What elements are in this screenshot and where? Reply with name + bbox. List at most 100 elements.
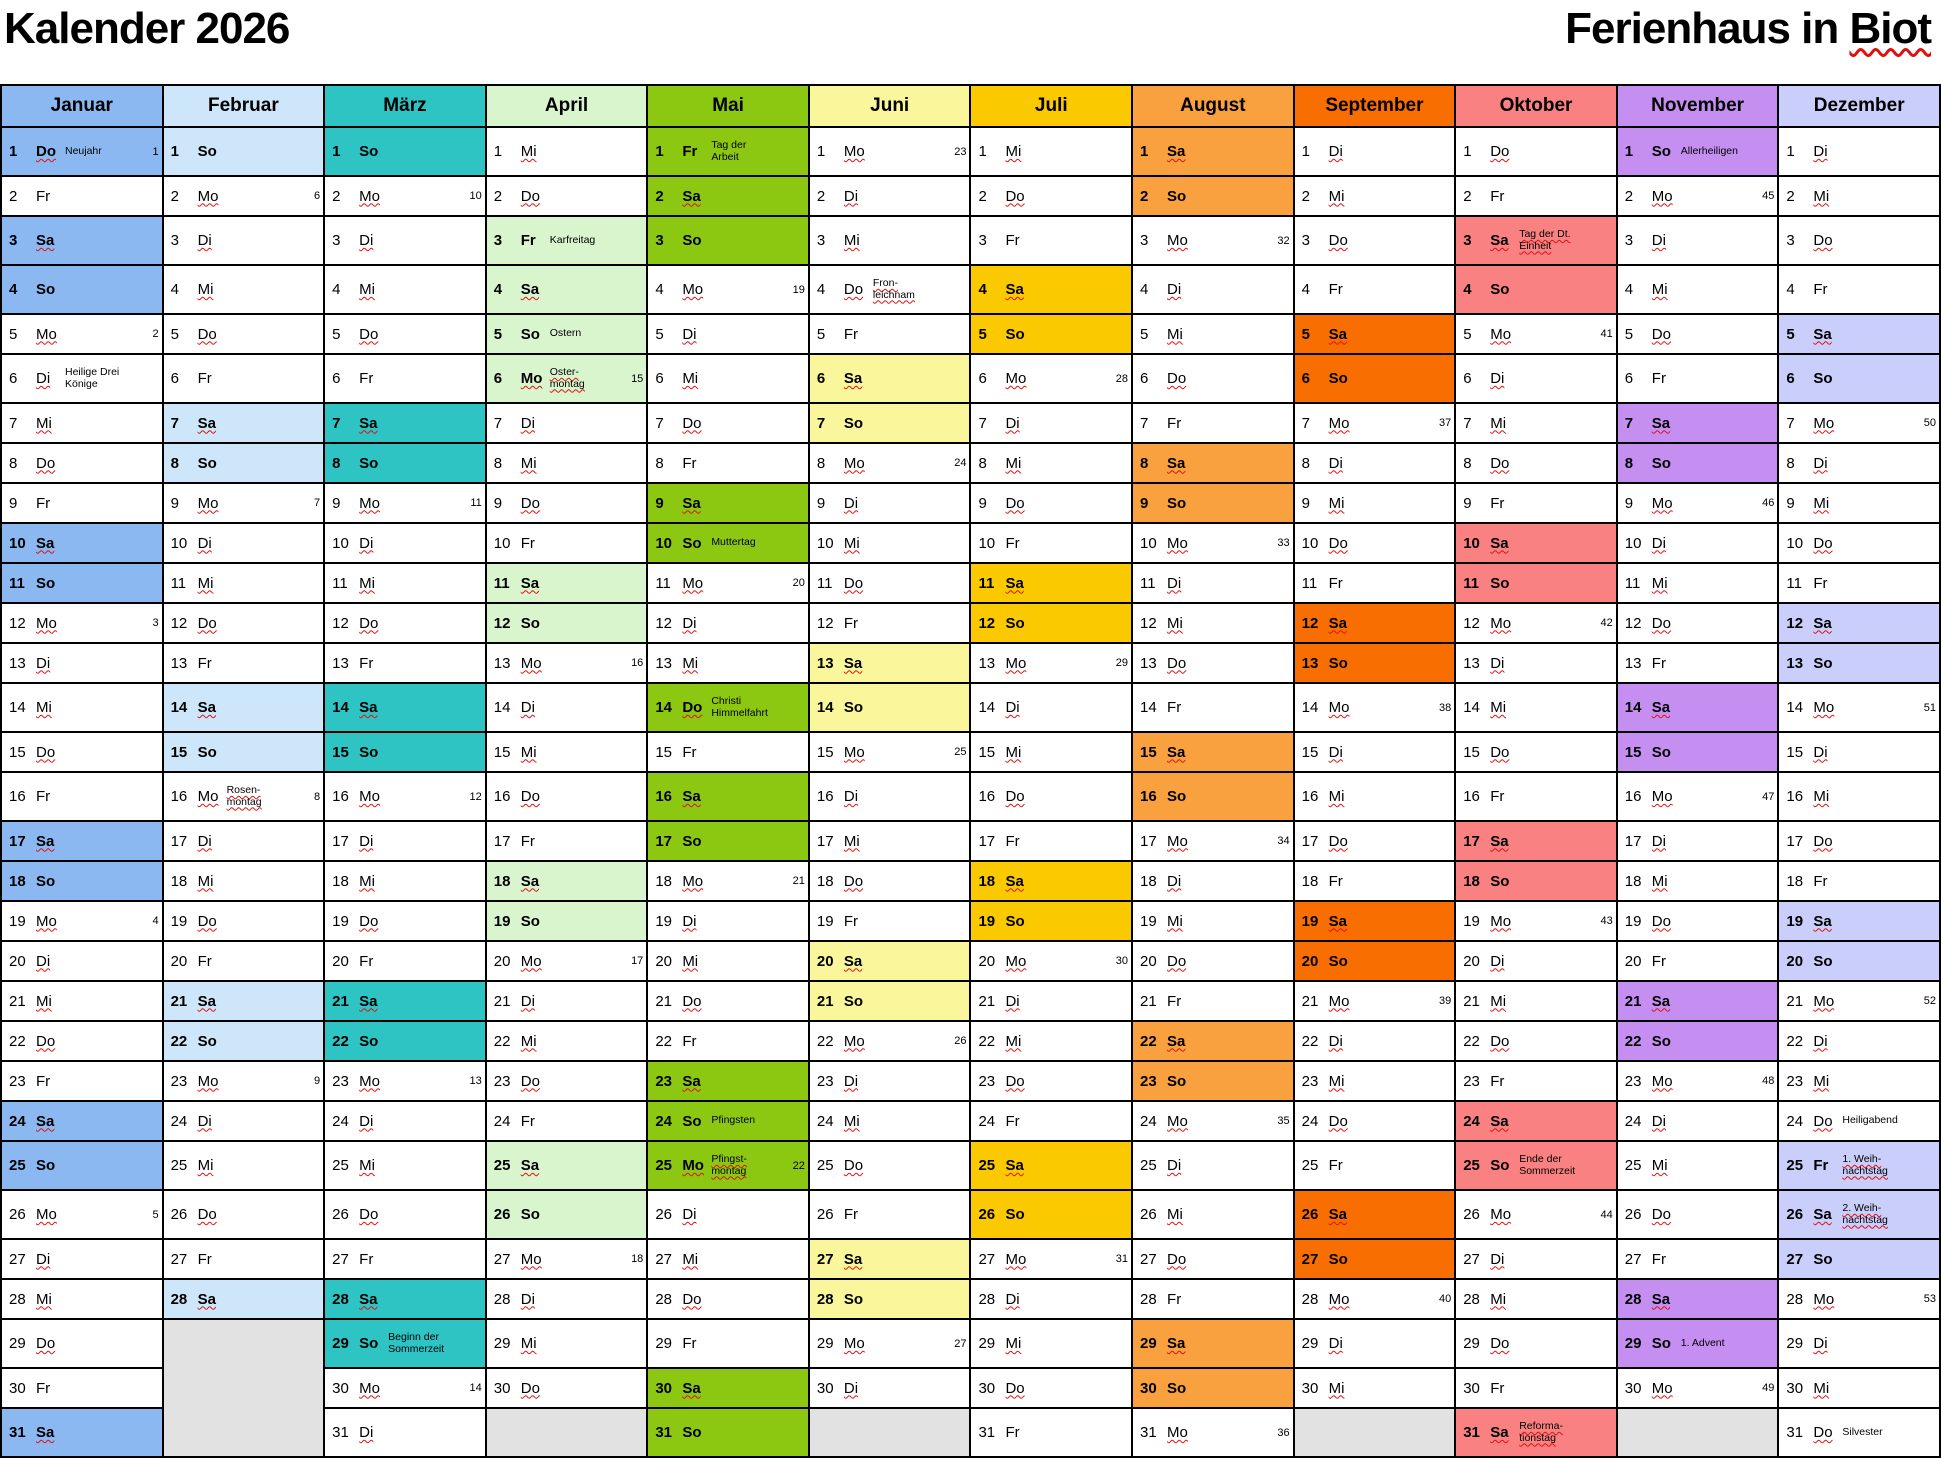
day-cell-m6-18: 18 Do xyxy=(807,860,972,902)
day-cell-m2-5: 5 Do xyxy=(161,313,326,355)
day-number: 21 xyxy=(1463,992,1480,1010)
weekday-abbr: Mo xyxy=(197,788,219,805)
day-number: 4 xyxy=(1301,281,1310,298)
weekday-abbr: Do xyxy=(1490,1032,1510,1050)
day-number: 11 xyxy=(1301,574,1318,592)
weekday-abbr: Di xyxy=(1328,143,1343,160)
day-cell-m4-18: 18 Sa xyxy=(484,860,649,902)
day-cell-m10-25: 25 So Ende der Sommerzeit xyxy=(1454,1140,1618,1191)
weekday-abbr: Mo xyxy=(359,788,380,805)
day-cell-m8-3: 3 Mo 32 xyxy=(1131,215,1295,266)
calendar-row-10: 10 Sa 10 Di 10 Di 10 Fr 10 So Muttertag 10 Mi 10 Fr 10 M… xyxy=(0,522,1941,564)
day-number: 21 xyxy=(332,992,349,1010)
day-number: 11 xyxy=(1624,574,1641,592)
day-cell-m2-10: 10 Di xyxy=(161,522,326,564)
day-number: 25 xyxy=(655,1157,672,1174)
weekday-abbr: Sa xyxy=(520,574,540,592)
week-number: 22 xyxy=(792,1159,805,1172)
week-number: 31 xyxy=(1115,1253,1129,1265)
weekday-abbr: Mi xyxy=(1490,1290,1507,1308)
day-number: 12 xyxy=(816,614,834,632)
day-cell-m6-17: 17 Mi xyxy=(807,820,972,862)
month-header-m9: September xyxy=(1292,84,1457,128)
day-number: 26 xyxy=(9,1206,26,1223)
day-number: 27 xyxy=(1786,1250,1804,1268)
day-cell-m10-18: 18 So xyxy=(1454,860,1618,902)
weekday-abbr: Fr xyxy=(359,1250,374,1268)
day-cell-m11-9: 9 Mo 46 xyxy=(1615,482,1780,524)
weekday-abbr: Di xyxy=(1005,992,1020,1010)
weekday-abbr: Sa xyxy=(359,1290,378,1308)
day-cell-m6-1: 1 Mo 23 xyxy=(807,126,972,177)
day-number: 16 xyxy=(1463,788,1480,805)
day-cell-m9-3: 3 Do xyxy=(1292,215,1457,266)
weekday-abbr: Mi xyxy=(520,143,537,160)
day-cell-m10-26: 26 Mo 44 xyxy=(1454,1189,1618,1240)
day-cell-m8-29: 29 Sa xyxy=(1131,1318,1295,1369)
day-cell-m10-27: 27 Di xyxy=(1454,1238,1618,1280)
day-number: 28 xyxy=(1786,1290,1804,1308)
weekday-abbr: Di xyxy=(1167,574,1182,592)
week-number: 48 xyxy=(1762,1075,1775,1087)
day-cell-m11-2: 2 Mo 45 xyxy=(1615,175,1780,217)
weekday-abbr: So xyxy=(1328,370,1348,387)
day-number: 14 xyxy=(9,699,26,716)
day-cell-m4-4: 4 Sa xyxy=(484,264,649,315)
calendar-row-26: 26 Mo 5 26 Do 26 Do 26 So 26 Di 26 Fr 26 So 26 Mi 26 Sa 26 M… xyxy=(0,1189,1941,1240)
day-number: 18 xyxy=(1301,872,1319,890)
day-number: 10 xyxy=(9,534,26,552)
weekday-abbr: Do xyxy=(1813,534,1833,552)
day-cell-m6-30: 30 Di xyxy=(807,1367,972,1409)
day-number: 5 xyxy=(1463,325,1472,343)
day-number: 3 xyxy=(1463,232,1472,249)
weekday-abbr: Di xyxy=(843,1072,859,1090)
month-header-m2: Februar xyxy=(161,84,326,128)
day-cell-m6-25: 25 Do xyxy=(807,1140,972,1191)
day-cell-m8-18: 18 Di xyxy=(1131,860,1295,902)
day-cell-m2-23: 23 Mo 9 xyxy=(161,1060,326,1102)
day-number: 16 xyxy=(1786,788,1804,805)
day-cell-m4-23: 23 Do xyxy=(484,1060,649,1102)
weekday-abbr: Mo xyxy=(1167,232,1188,249)
day-number: 25 xyxy=(1624,1157,1642,1174)
day-number: 23 xyxy=(1463,1072,1480,1090)
day-cell-m11-27: 27 Fr xyxy=(1615,1238,1780,1280)
day-cell-m6-4: 4 Do Fron- leichnam xyxy=(807,264,972,315)
holiday-label: Heiligabend xyxy=(1842,1114,1898,1127)
day-cell-m11-19: 19 Do xyxy=(1615,900,1780,942)
day-cell-m5-7: 7 Do xyxy=(646,402,810,444)
day-cell-m12-2: 2 Mi xyxy=(1777,175,1941,217)
day-number: 17 xyxy=(1301,832,1319,850)
weekday-abbr: Mo xyxy=(1005,952,1027,970)
day-number: 17 xyxy=(170,832,188,850)
day-number: 22 xyxy=(9,1032,26,1050)
weekday-abbr: Di xyxy=(359,1424,374,1441)
weekday-abbr: Do xyxy=(520,788,540,805)
day-number: 22 xyxy=(1463,1032,1480,1050)
weekday-abbr: Mi xyxy=(197,281,214,298)
day-number: 27 xyxy=(655,1250,672,1268)
day-number: 7 xyxy=(1786,414,1795,432)
holiday-label: Pfingst- montag xyxy=(711,1152,747,1177)
day-number: 19 xyxy=(1140,912,1157,930)
weekday-abbr: So xyxy=(359,1032,379,1050)
day-number: 22 xyxy=(493,1032,511,1050)
day-number: 25 xyxy=(1140,1157,1157,1174)
weekday-abbr: Mo xyxy=(1813,699,1835,716)
day-number: 2 xyxy=(493,187,503,205)
day-number: 14 xyxy=(1786,699,1804,716)
day-cell-m4-30: 30 Do xyxy=(484,1367,649,1409)
weekday-abbr: Sa xyxy=(1167,1335,1186,1352)
weekday-abbr: So xyxy=(197,1032,217,1050)
weekday-abbr: Di xyxy=(1328,454,1343,472)
day-cell-m11-12: 12 Do xyxy=(1615,602,1780,644)
calendar-row-9: 9 Fr 9 Mo 7 9 Mo 11 9 Do 9 Sa 9 Di 9 Do 9 So 9 Mi 9 Fr 9 Mo 46 9 M… xyxy=(0,482,1941,524)
weekday-abbr: Fr xyxy=(682,743,697,761)
day-number: 19 xyxy=(1786,912,1804,930)
weekday-abbr: Di xyxy=(36,952,51,970)
day-cell-m4-27: 27 Mo 18 xyxy=(484,1238,649,1280)
day-number: 15 xyxy=(493,743,511,761)
weekday-abbr: Fr xyxy=(682,454,697,472)
day-number: 26 xyxy=(978,1206,996,1223)
day-cell-m6-28: 28 So xyxy=(807,1278,972,1320)
